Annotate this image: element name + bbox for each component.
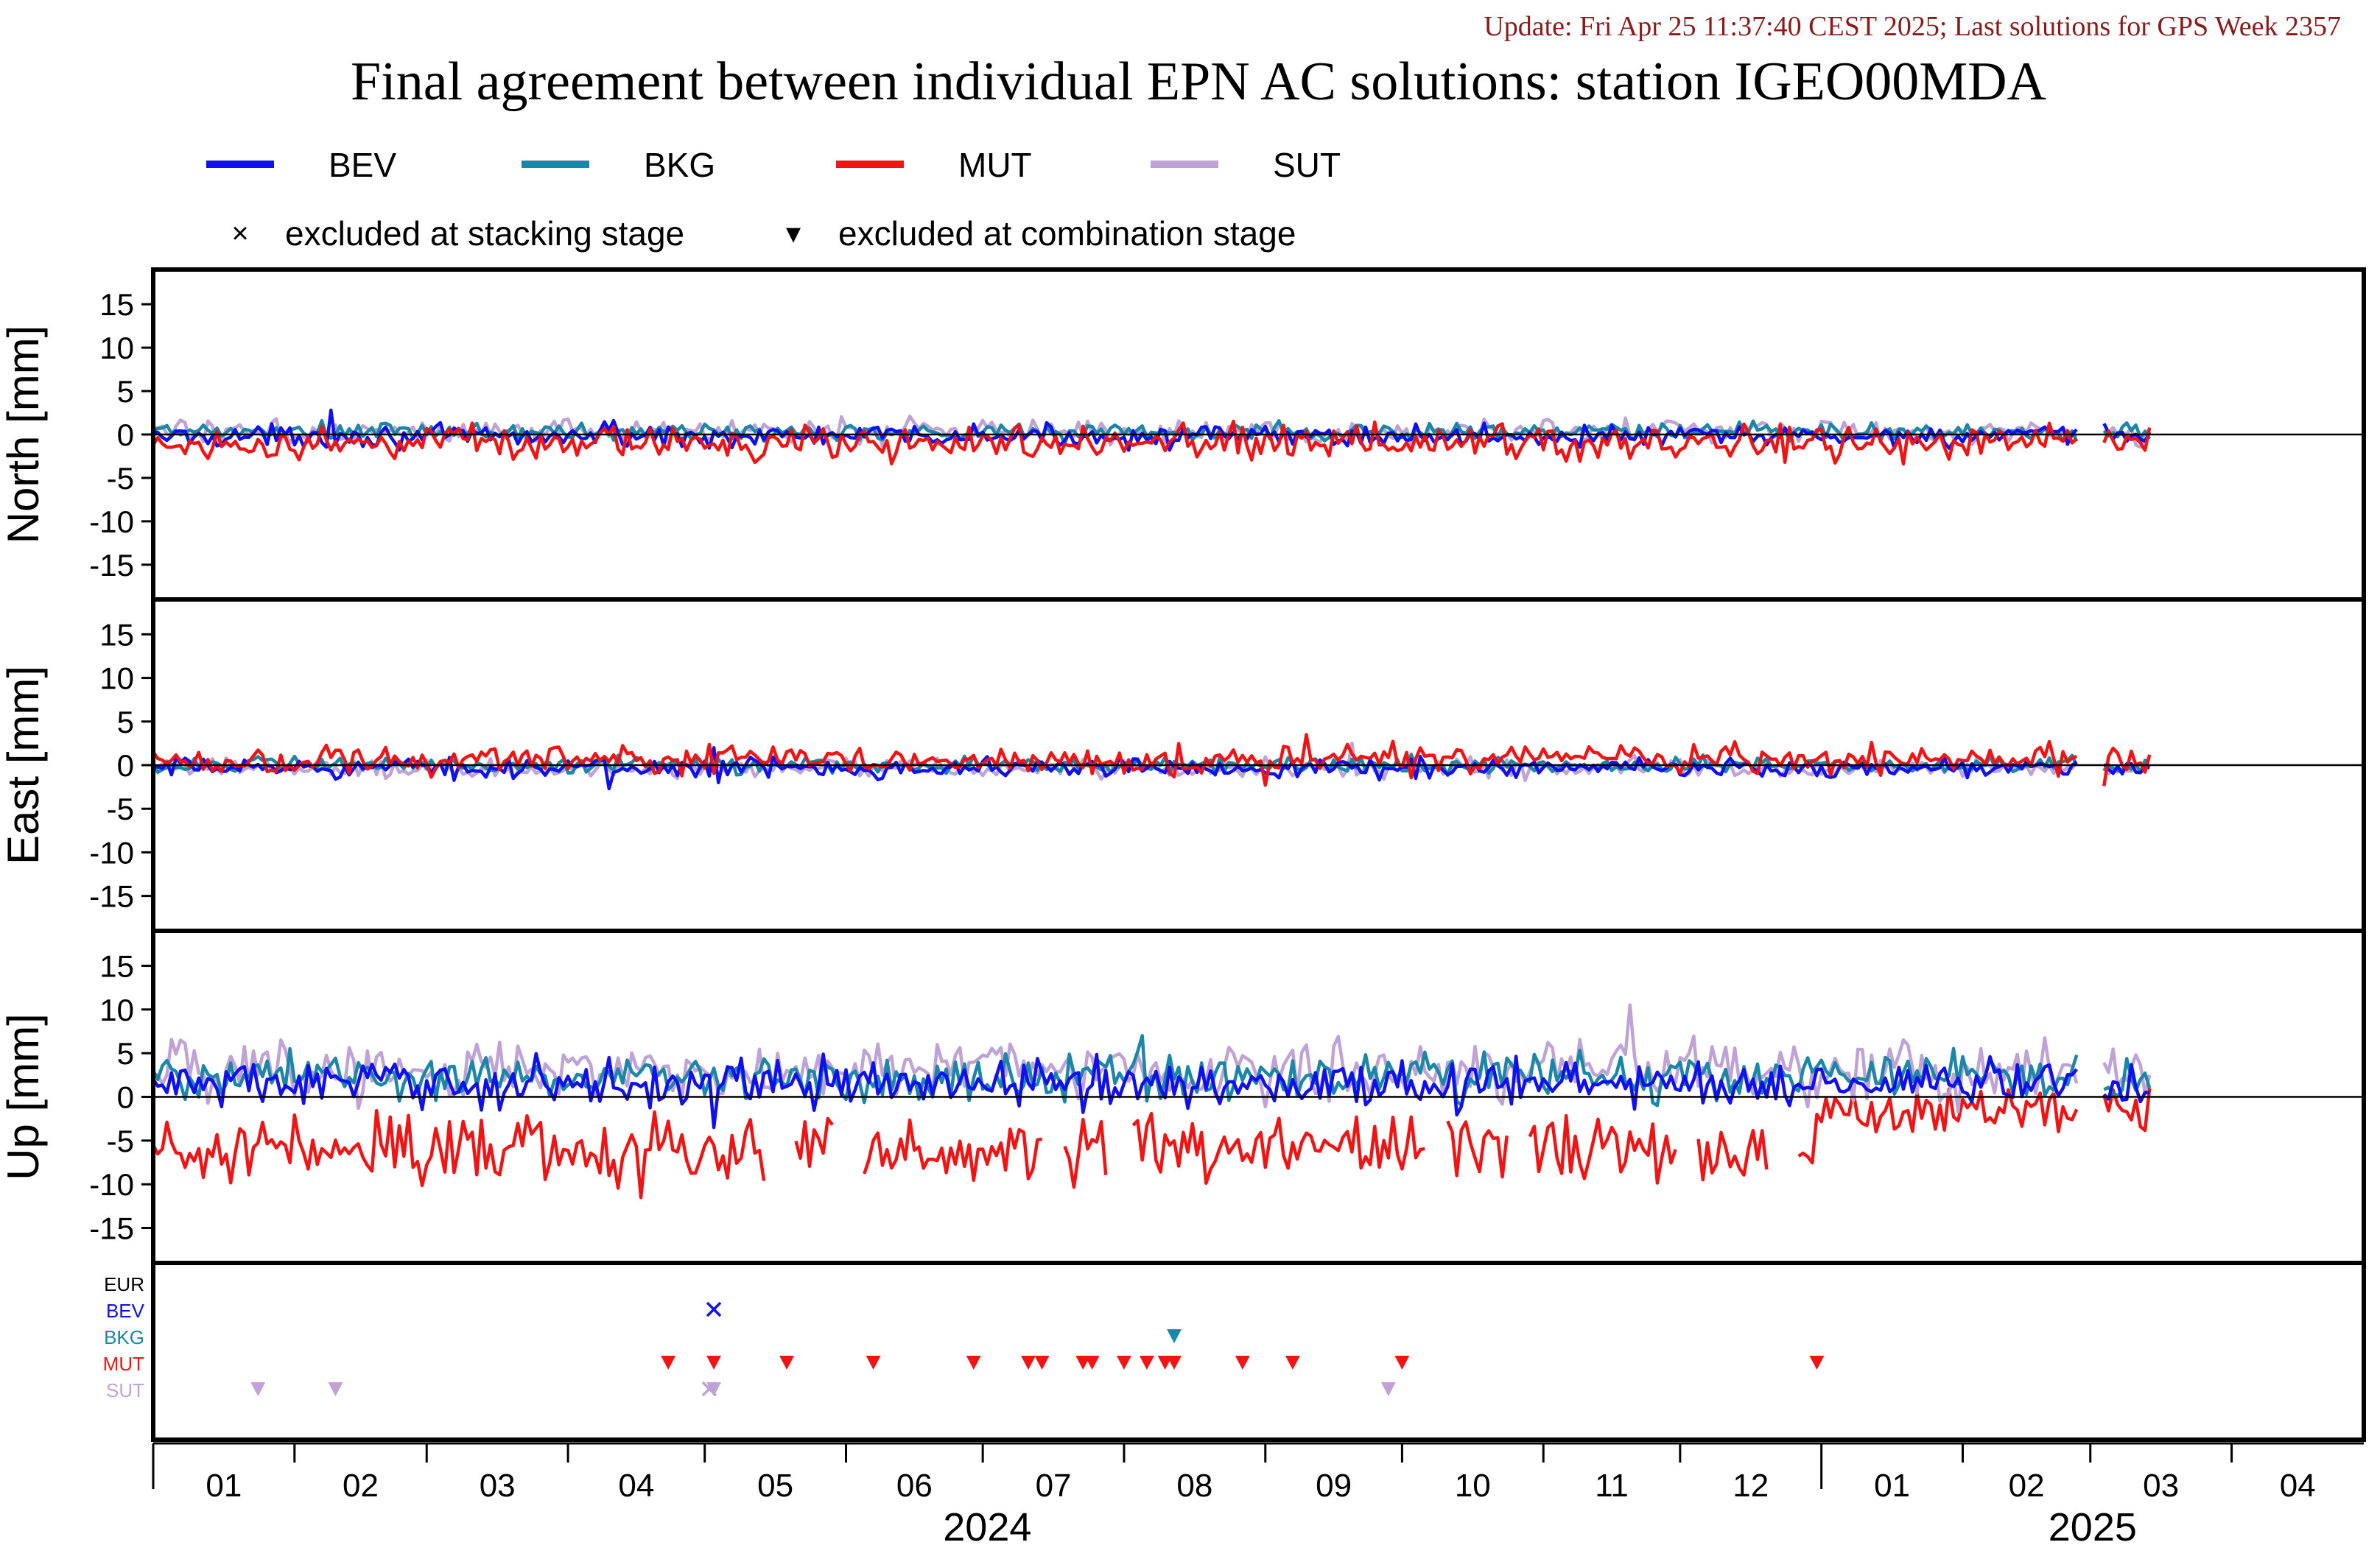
legend-label-bev: BEV bbox=[329, 146, 396, 184]
legend-label-bkg: BKG bbox=[644, 146, 715, 184]
y-tick-label: 0 bbox=[117, 748, 134, 783]
combination-exclusion-marker bbox=[250, 1382, 266, 1396]
year-label: 2025 bbox=[2049, 1505, 2137, 1545]
legend-combination-label: excluded at combination stage bbox=[838, 214, 1296, 253]
month-label: 04 bbox=[2280, 1468, 2316, 1504]
month-label: 01 bbox=[1874, 1468, 1910, 1504]
legend-label-mut: MUT bbox=[958, 146, 1032, 184]
month-label: 01 bbox=[206, 1468, 242, 1504]
y-tick-label: -15 bbox=[89, 548, 134, 583]
month-label: 11 bbox=[1595, 1468, 1629, 1504]
series-mut-north bbox=[153, 419, 2152, 466]
y-tick-label: 10 bbox=[99, 993, 134, 1027]
y-tick-label: -10 bbox=[89, 504, 134, 539]
combination-exclusion-marker bbox=[1167, 1356, 1182, 1370]
month-label: 08 bbox=[1176, 1468, 1212, 1504]
month-label: 05 bbox=[757, 1468, 793, 1504]
combination-exclusion-marker bbox=[1380, 1382, 1396, 1396]
legend: BEV BKG MUT SUT × excluded at stacking stage ▾… bbox=[206, 146, 1341, 253]
month-label: 04 bbox=[618, 1468, 654, 1504]
exclusion-row-label: BKG bbox=[104, 1326, 144, 1348]
month-label: 09 bbox=[1316, 1468, 1352, 1504]
y-tick-label: 15 bbox=[99, 617, 134, 652]
series-group bbox=[153, 1003, 2152, 1200]
exclusion-panel: EUR BEV BKG MUT SUT bbox=[103, 1261, 2366, 1442]
combination-exclusion-marker bbox=[1809, 1356, 1825, 1370]
series-mut-up bbox=[153, 1087, 2152, 1200]
month-label: 03 bbox=[2143, 1468, 2179, 1504]
combination-exclusion-marker bbox=[706, 1356, 722, 1370]
panel-up: 15 10 5 0 -5 -10 -15 Up [mm] bbox=[0, 929, 2366, 1265]
y-tick-label: 10 bbox=[99, 661, 134, 696]
month-label: 02 bbox=[343, 1468, 379, 1504]
series-group bbox=[153, 408, 2152, 466]
exclusion-row-label: MUT bbox=[103, 1353, 144, 1375]
combination-exclusion-marker bbox=[866, 1356, 881, 1370]
y-tick-label: -5 bbox=[107, 461, 134, 496]
combination-exclusion-marker bbox=[1394, 1356, 1410, 1370]
y-tick-label: 10 bbox=[99, 331, 134, 365]
combination-exclusion-marker bbox=[1116, 1356, 1131, 1370]
month-label: 06 bbox=[896, 1468, 933, 1504]
y-tick-label: -10 bbox=[89, 1167, 134, 1202]
time-axis: 01 02 03 04 05 06 07 08 09 10 11 12 01 02 03 04 2024 2025 bbox=[152, 1442, 2364, 1545]
month-label: 10 bbox=[1455, 1468, 1491, 1504]
series-group bbox=[153, 733, 2152, 791]
panel-north: 15 10 5 0 -5 -10 -15 North [mm] bbox=[0, 267, 2366, 602]
y-axis-label: East [mm] bbox=[0, 666, 48, 865]
combination-exclusion-marker bbox=[1285, 1356, 1300, 1370]
panel-east: 15 10 5 0 -5 -10 -15 East [mm] bbox=[0, 597, 2366, 933]
combination-exclusion-marker bbox=[661, 1356, 676, 1370]
y-tick-label: 5 bbox=[117, 374, 134, 409]
y-tick-label: 15 bbox=[99, 287, 134, 322]
y-axis-label: North [mm] bbox=[0, 325, 48, 544]
series-bev-up bbox=[153, 1052, 2150, 1130]
month-label: 07 bbox=[1036, 1468, 1072, 1504]
combination-exclusion-marker bbox=[1139, 1356, 1154, 1370]
combination-exclusion-marker bbox=[706, 1382, 722, 1396]
combination-exclusion-marker bbox=[1084, 1356, 1100, 1370]
y-tick-label: -15 bbox=[89, 1211, 134, 1246]
update-text: Update: Fri Apr 25 11:37:40 CEST 2025; L… bbox=[1484, 11, 2341, 42]
y-tick-label: -15 bbox=[89, 879, 134, 914]
legend-label-sut: SUT bbox=[1273, 146, 1341, 184]
y-tick-label: 5 bbox=[117, 1036, 134, 1071]
stacking-exclusion-marker bbox=[701, 1381, 717, 1397]
legend-stacking-symbol: × bbox=[231, 217, 248, 250]
combination-exclusion-marker bbox=[328, 1382, 343, 1396]
exclusion-frame bbox=[151, 1261, 2366, 1442]
combination-exclusion-marker bbox=[779, 1356, 795, 1370]
combination-exclusion-marker bbox=[1235, 1356, 1250, 1370]
month-label: 12 bbox=[1733, 1468, 1769, 1504]
exclusion-row-label: EUR bbox=[104, 1273, 144, 1295]
panels: 15 10 5 0 -5 -10 -15 North [mm] 15 10 5 0 -5 -10 -15 Ea… bbox=[0, 267, 2366, 1265]
y-tick-label: -10 bbox=[89, 835, 134, 870]
y-tick-label: -5 bbox=[107, 792, 134, 826]
y-tick-label: 15 bbox=[99, 949, 134, 983]
y-tick-label: -5 bbox=[107, 1124, 134, 1158]
combination-exclusion-marker bbox=[1021, 1356, 1036, 1370]
legend-stacking-label: excluded at stacking stage bbox=[285, 214, 684, 253]
exclusion-row-label: SUT bbox=[106, 1379, 144, 1401]
combination-exclusion-marker bbox=[1167, 1329, 1182, 1343]
combination-exclusion-marker bbox=[966, 1356, 981, 1370]
month-label: 03 bbox=[480, 1468, 516, 1504]
y-tick-label: 0 bbox=[117, 418, 134, 452]
exclusion-row-label: BEV bbox=[106, 1300, 145, 1322]
y-axis-label: Up [mm] bbox=[0, 1013, 48, 1180]
chart-title: Final agreement between individual EPN A… bbox=[351, 52, 2046, 112]
year-label: 2024 bbox=[943, 1505, 1031, 1545]
month-label: 02 bbox=[2009, 1468, 2045, 1504]
y-tick-label: 0 bbox=[117, 1080, 134, 1115]
stacking-exclusion-marker bbox=[706, 1301, 722, 1317]
series-sut-up bbox=[153, 1003, 2152, 1113]
legend-combination-symbol: ▾ bbox=[786, 217, 801, 250]
combination-exclusion-marker bbox=[1034, 1356, 1050, 1370]
y-tick-label: 5 bbox=[117, 705, 134, 739]
